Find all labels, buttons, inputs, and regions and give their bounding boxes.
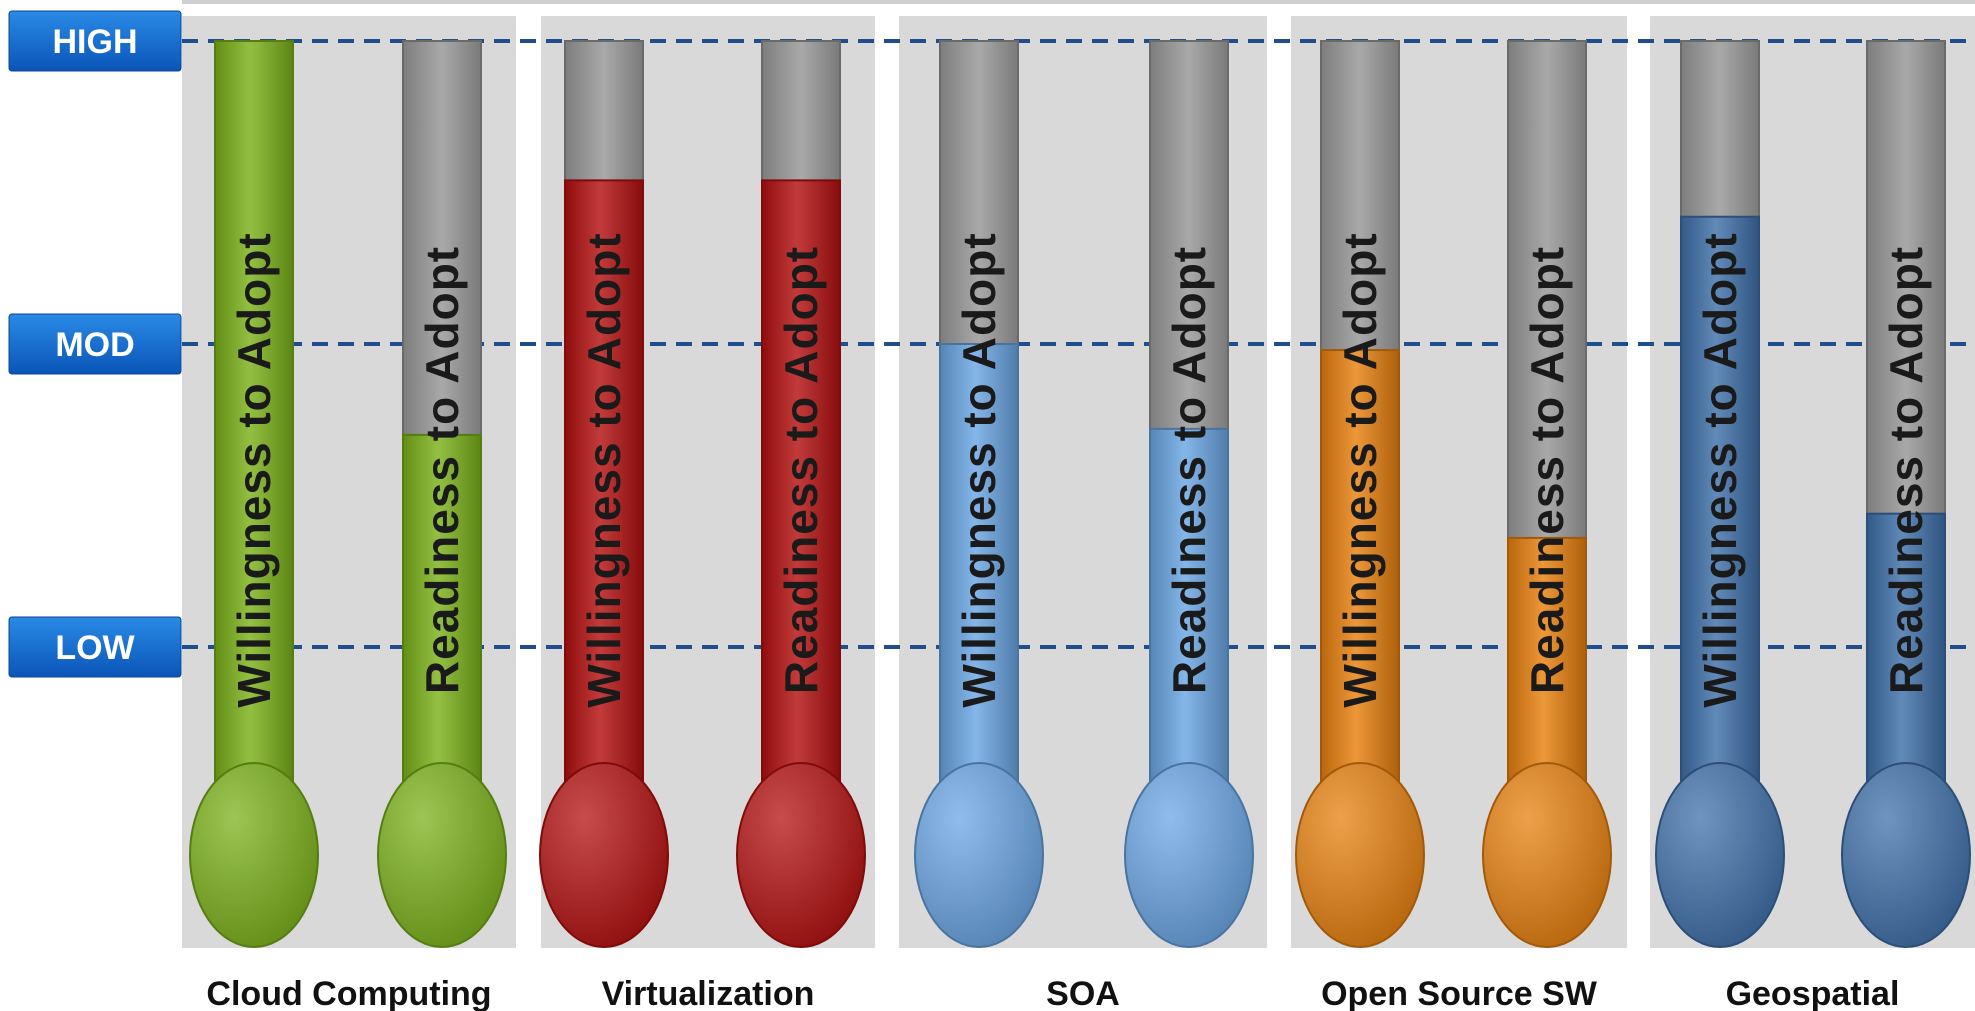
tube-bulb — [1482, 762, 1612, 948]
category-labels: Cloud Computing Virtualization SOA Open Sou… — [206, 975, 1899, 1011]
tube-label: Willingness to Adopt — [953, 232, 1005, 707]
tube-label: Readiness to Adopt — [1521, 246, 1573, 694]
category-label: Open Source SW — [1321, 975, 1598, 1011]
thermometer-tubes: Willingness to Adopt Readiness to Adopt Wi… — [189, 40, 1971, 948]
tube-2-1: Readiness to Adopt — [1124, 40, 1254, 948]
category-label: SOA — [1046, 975, 1120, 1011]
tube-label: Readiness to Adopt — [1880, 246, 1932, 694]
tube-bulb — [914, 762, 1044, 948]
tube-bulb — [539, 762, 669, 948]
level-badge-mod — [8, 313, 182, 375]
tube-0-1: Readiness to Adopt — [377, 40, 507, 948]
tube-fill — [939, 343, 1019, 791]
tube-bulb — [1124, 762, 1254, 948]
tube-label: Willingness to Adopt — [228, 232, 280, 707]
tube-fill — [402, 433, 482, 791]
tube-bulb — [189, 762, 319, 948]
tube-label: Readiness to Adopt — [1163, 246, 1215, 694]
tube-fill — [1320, 349, 1400, 791]
tube-1-1: Readiness to Adopt — [736, 40, 866, 948]
tube-3-1: Readiness to Adopt — [1482, 40, 1612, 948]
tube-2-0: Willingness to Adopt — [914, 40, 1044, 948]
level-badge-low — [8, 616, 182, 678]
tube-4-1: Readiness to Adopt — [1841, 40, 1971, 948]
tube-label: Readiness to Adopt — [416, 246, 468, 694]
tube-bulb — [1841, 762, 1971, 948]
tube-bulb — [1295, 762, 1425, 948]
tube-fill — [1507, 536, 1587, 791]
tube-fill — [1866, 512, 1946, 791]
tube-label: Willingness to Adopt — [578, 232, 630, 707]
tube-fill — [1149, 427, 1229, 791]
level-labels: HIGH MOD LOW — [8, 10, 182, 678]
category-label: Cloud Computing — [206, 975, 491, 1011]
tube-bulb — [736, 762, 866, 948]
level-label-low: LOW — [55, 629, 135, 667]
tube-label: Willingness to Adopt — [1694, 232, 1746, 707]
tube-label: Willingness to Adopt — [1334, 232, 1386, 707]
tube-0-0: Willingness to Adopt — [189, 40, 319, 948]
category-label: Geospatial — [1726, 975, 1900, 1011]
level-label-high: HIGH — [53, 23, 138, 61]
tube-label: Readiness to Adopt — [775, 246, 827, 694]
level-badge-high — [8, 10, 182, 72]
category-label: Virtualization — [602, 975, 815, 1011]
tube-fill — [1680, 215, 1760, 792]
tube-bulb — [377, 762, 507, 948]
level-label-mod: MOD — [55, 326, 134, 364]
tube-1-0: Willingness to Adopt — [539, 40, 669, 948]
tube-fill — [761, 179, 841, 791]
tube-bulb — [1655, 762, 1785, 948]
tube-3-0: Willingness to Adopt — [1295, 40, 1425, 948]
tube-4-0: Willingness to Adopt — [1655, 40, 1785, 948]
tube-fill — [214, 40, 294, 791]
top-rule — [182, 0, 1975, 4]
